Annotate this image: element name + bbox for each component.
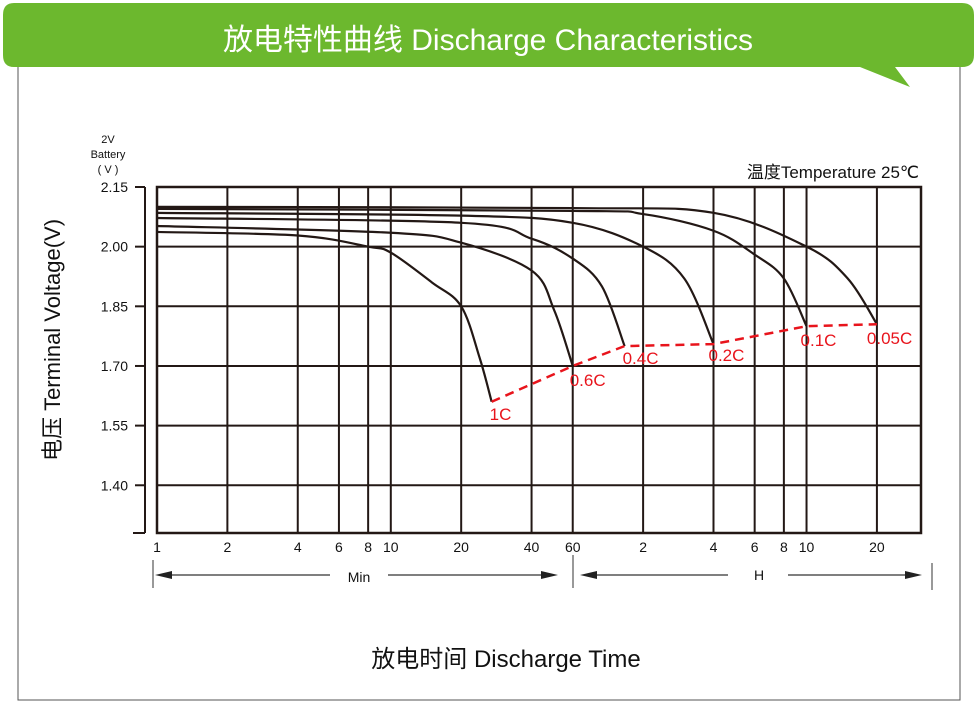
- y-tick-label: 1.40: [101, 477, 128, 493]
- x-tick-label: 1: [153, 539, 161, 555]
- series-label: 0.4C: [623, 349, 659, 368]
- chart-frame: [17, 67, 961, 701]
- arrow-head-right: [541, 571, 558, 579]
- x-tick-label: 8: [780, 539, 788, 555]
- header-banner: [3, 3, 974, 87]
- x-tick-label: 20: [453, 539, 469, 555]
- range-label-min: Min: [348, 569, 371, 585]
- x-tick-label: 60: [565, 539, 581, 555]
- series-line-0-6C: [156, 224, 574, 367]
- y-axis-label: 电压 Terminal Voltage(V): [40, 219, 65, 461]
- series-label: 0.6C: [570, 371, 606, 390]
- x-tick-label: 6: [751, 539, 759, 555]
- arrow-head-left: [580, 571, 597, 579]
- x-tick-label: 4: [294, 539, 302, 555]
- x-tick-label: 4: [710, 539, 718, 555]
- temperature-annotation: 温度Temperature 25℃: [747, 163, 919, 182]
- series-line-0-05C: [156, 205, 878, 325]
- arrow-head-left: [155, 571, 172, 579]
- y-tick-label: 1.55: [101, 418, 128, 434]
- series-line-1C: [156, 230, 493, 403]
- x-axis-label: 放电时间 Discharge Time: [371, 646, 640, 673]
- series-label: 0.1C: [801, 331, 837, 350]
- series-label: 0.05C: [867, 329, 912, 348]
- end-voltage-line: [491, 322, 877, 403]
- chart-title: 放电特性曲线 Discharge Characteristics: [223, 24, 753, 57]
- arrow-head-right: [905, 571, 922, 579]
- unit-label-line: Battery: [91, 149, 126, 161]
- series-line-0-1C: [156, 207, 808, 327]
- series-line-0-4C: [156, 216, 626, 347]
- y-tick-label: 1.85: [101, 298, 128, 314]
- plot-area: [155, 185, 923, 535]
- x-tick-label: 10: [799, 539, 815, 555]
- x-tick-label: 8: [364, 539, 372, 555]
- unit-label-line: 2V: [101, 134, 115, 146]
- x-tick-label: 6: [335, 539, 343, 555]
- series-label: 0.2C: [708, 346, 744, 365]
- unit-label-line: ( V ): [98, 164, 119, 176]
- series-label: 1C: [490, 405, 512, 424]
- range-label-hour: H: [754, 567, 764, 583]
- y-tick-label: 2.00: [101, 239, 128, 255]
- y-tick-label: 2.15: [101, 179, 128, 195]
- y-tick-label: 1.70: [101, 358, 128, 374]
- x-tick-label: 20: [869, 539, 885, 555]
- x-tick-label: 10: [383, 539, 399, 555]
- x-tick-label: 2: [639, 539, 647, 555]
- unit-label: 2V Battery ( V ): [91, 134, 126, 176]
- x-tick-label: 40: [524, 539, 540, 555]
- x-tick-label: 2: [223, 539, 231, 555]
- series-line-0-2C: [156, 211, 715, 345]
